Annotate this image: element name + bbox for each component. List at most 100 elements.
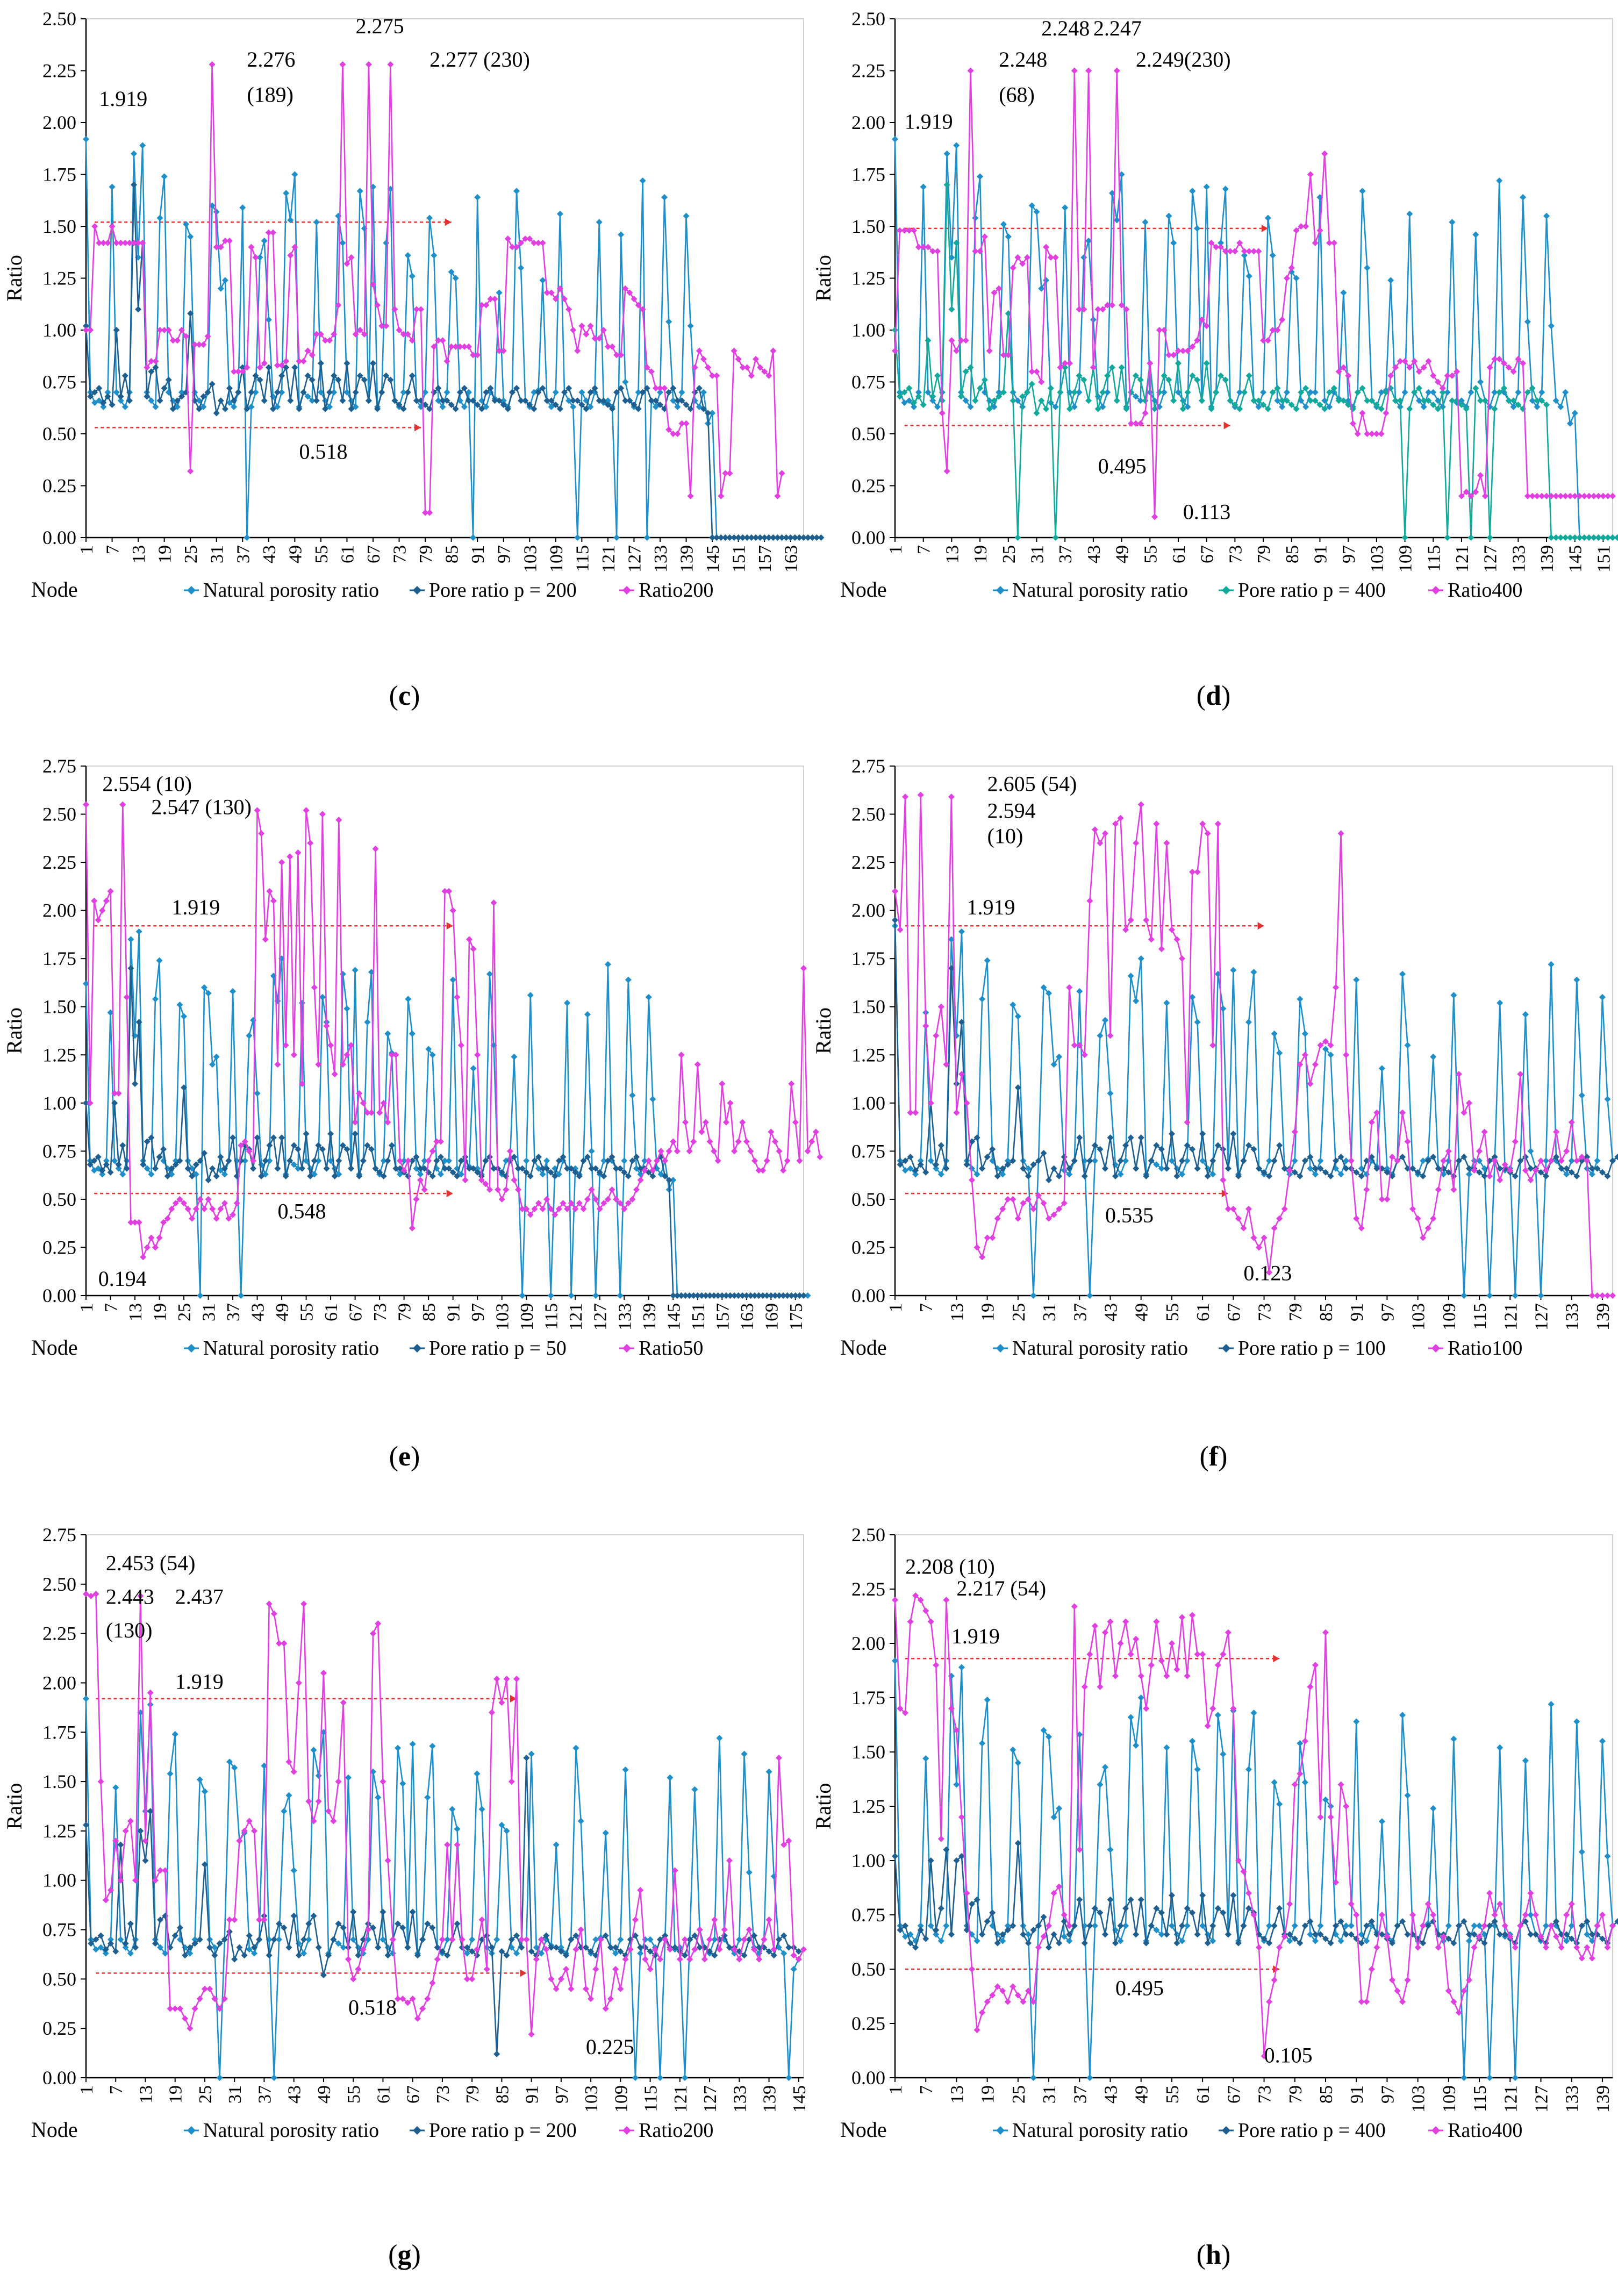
y-tick-label: 1.50	[851, 996, 885, 1018]
x-tick-label: 67	[1198, 545, 1218, 563]
data-point	[241, 1138, 248, 1145]
data-point	[783, 534, 790, 541]
data-point	[1025, 1172, 1032, 1179]
data-point	[1046, 1215, 1053, 1222]
data-point	[907, 1165, 914, 1172]
annotation: 1.919	[967, 895, 1015, 919]
data-point	[1588, 1165, 1595, 1172]
data-point	[380, 1099, 387, 1106]
data-point	[1137, 420, 1144, 427]
y-tick-label: 0.75	[42, 1140, 76, 1162]
data-point	[376, 1109, 383, 1116]
data-point	[433, 1157, 440, 1164]
data-point	[604, 961, 611, 968]
data-point	[1414, 1944, 1421, 1951]
data-point	[719, 1292, 726, 1299]
data-point	[531, 1205, 538, 1212]
data-point	[934, 403, 941, 410]
data-point	[269, 405, 276, 412]
data-point	[413, 397, 420, 404]
x-tick-label: 7	[917, 1303, 936, 1312]
data-point	[1388, 1154, 1395, 1161]
data-point	[526, 235, 533, 242]
data-point	[711, 1952, 718, 1959]
data-point	[892, 327, 898, 333]
data-point	[979, 1254, 986, 1261]
data-point	[339, 1061, 346, 1068]
data-point	[1175, 389, 1182, 396]
annotation: 2.248	[1041, 16, 1090, 40]
data-point	[1507, 1933, 1514, 1940]
data-point	[568, 1292, 575, 1299]
data-point	[1047, 385, 1054, 392]
data-point	[490, 1165, 497, 1172]
data-point	[1255, 403, 1262, 410]
data-point	[1109, 302, 1116, 309]
legend-label: Pore ratio p = 400	[1238, 579, 1386, 602]
data-point	[1537, 1933, 1544, 1940]
data-point	[1261, 1169, 1268, 1176]
data-point	[1203, 323, 1210, 330]
data-point	[1573, 976, 1580, 983]
data-point	[1066, 1937, 1073, 1944]
data-point	[217, 285, 224, 292]
data-point	[1497, 1900, 1504, 1907]
data-point	[1399, 970, 1406, 977]
data-point	[528, 1948, 535, 1955]
x-tick-label: 163	[738, 1303, 757, 1331]
data-point	[1236, 239, 1243, 246]
data-point	[1387, 372, 1394, 379]
data-point	[399, 1995, 406, 2002]
data-point	[319, 993, 326, 1000]
data-point	[313, 397, 320, 404]
data-point	[470, 1065, 477, 1072]
data-point	[1014, 1992, 1021, 1999]
x-tick-label: 85	[1283, 545, 1302, 563]
data-point	[508, 1936, 515, 1943]
data-point	[662, 1172, 669, 1179]
data-point	[348, 405, 355, 412]
data-point	[414, 2015, 421, 2022]
x-tick-label: 103	[520, 545, 540, 573]
data-point	[1085, 397, 1092, 404]
data-point	[1505, 364, 1512, 371]
data-point	[1052, 254, 1059, 261]
data-point	[1450, 1735, 1457, 1742]
data-point	[503, 1827, 510, 1834]
data-point	[448, 343, 455, 350]
data-point	[661, 385, 668, 392]
data-point	[1050, 1061, 1057, 1068]
data-point	[963, 1099, 970, 1106]
data-point	[1510, 397, 1517, 404]
data-point	[698, 1128, 705, 1135]
data-point	[429, 1172, 436, 1179]
data-point	[1276, 1944, 1283, 1951]
data-point	[989, 1922, 996, 1929]
data-point	[266, 888, 273, 895]
data-point	[1507, 1167, 1514, 1174]
data-point	[572, 1932, 579, 1939]
data-point	[1076, 306, 1083, 313]
data-point	[290, 1161, 297, 1168]
data-point	[348, 1042, 355, 1049]
data-point	[958, 928, 965, 935]
data-point	[1481, 1922, 1488, 1929]
data-point	[788, 1081, 795, 1087]
data-point	[1297, 1172, 1304, 1179]
data-point	[670, 397, 677, 404]
data-point	[1071, 1603, 1078, 1610]
data-point	[613, 534, 620, 541]
x-tick-label: 115	[641, 2085, 661, 2112]
x-tick-label: 127	[1481, 545, 1501, 573]
data-point	[1312, 389, 1319, 396]
data-point	[1081, 1683, 1088, 1690]
data-point	[1537, 1292, 1544, 1299]
data-point	[325, 1808, 332, 1815]
data-point	[657, 1936, 663, 1943]
data-point	[157, 1867, 164, 1874]
legend-label: Pore ratio p = 400	[1238, 2119, 1386, 2142]
legend-swatch-marker	[1431, 1344, 1440, 1353]
chart-panel-d: 0.00 0.25 0.50 0.75 1.00 1.25 1.50 1.75 2.00 2.25…	[809, 0, 1618, 763]
data-point	[657, 385, 663, 392]
data-point	[1337, 1154, 1344, 1161]
